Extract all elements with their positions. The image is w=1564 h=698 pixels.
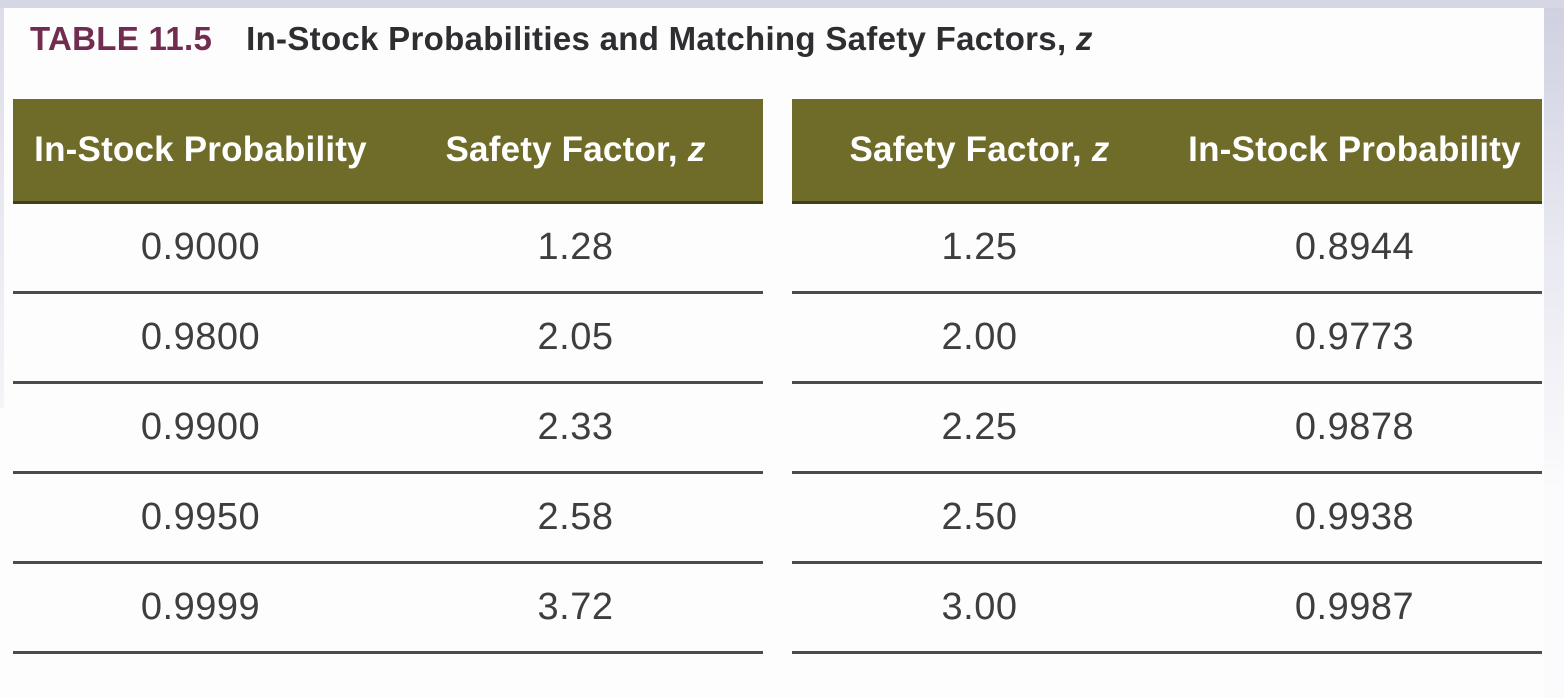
- left-header-in-stock-probability: In-Stock Probability: [13, 99, 388, 204]
- cell-in-stock-probability: 0.9800: [13, 292, 388, 384]
- table-caption: TABLE 11.5 In-Stock Probabilities and Mat…: [30, 20, 1093, 58]
- left-table-header-row: In-Stock Probability Safety Factor, z: [13, 99, 763, 204]
- header-z-symbol: z: [1091, 129, 1110, 169]
- cell-in-stock-probability: 0.9000: [13, 202, 388, 294]
- header-label: In-Stock Probability: [34, 129, 367, 169]
- header-label: In-Stock Probability: [1188, 129, 1521, 169]
- right-header-safety-factor: Safety Factor, z: [792, 99, 1167, 204]
- cell-safety-factor: 2.50: [792, 472, 1167, 564]
- table-row: 1.25 0.8944: [792, 202, 1542, 294]
- page-edge-top: [0, 0, 1564, 8]
- table-row: 2.25 0.9878: [792, 382, 1542, 474]
- table-row: 2.50 0.9938: [792, 472, 1542, 564]
- cell-in-stock-probability: 0.9773: [1167, 292, 1542, 384]
- left-table: In-Stock Probability Safety Factor, z 0.…: [13, 99, 763, 654]
- cell-safety-factor: 3.72: [388, 562, 763, 654]
- table-row: 0.9000 1.28: [13, 202, 763, 294]
- right-table: Safety Factor, z In-Stock Probability 1.…: [792, 99, 1542, 654]
- table-row: 0.9900 2.33: [13, 382, 763, 474]
- cell-in-stock-probability: 0.9987: [1167, 562, 1542, 654]
- cell-safety-factor: 1.28: [388, 202, 763, 294]
- cell-safety-factor: 2.05: [388, 292, 763, 384]
- left-header-safety-factor: Safety Factor, z: [388, 99, 763, 204]
- table-row: 2.00 0.9773: [792, 292, 1542, 384]
- right-table-header-row: Safety Factor, z In-Stock Probability: [792, 99, 1542, 204]
- cell-safety-factor: 3.00: [792, 562, 1167, 654]
- table-number-label: TABLE 11.5: [30, 20, 213, 57]
- cell-in-stock-probability: 0.9950: [13, 472, 388, 564]
- table-title-z-symbol: z: [1075, 20, 1093, 57]
- table-title-text: In-Stock Probabilities and Matching Safe…: [246, 20, 1067, 57]
- cell-in-stock-probability: 0.9878: [1167, 382, 1542, 474]
- cell-safety-factor: 2.58: [388, 472, 763, 564]
- header-label: Safety Factor,: [445, 129, 678, 169]
- header-label: Safety Factor,: [849, 129, 1082, 169]
- header-z-symbol: z: [687, 129, 706, 169]
- table-row: 0.9950 2.58: [13, 472, 763, 564]
- cell-safety-factor: 2.33: [388, 382, 763, 474]
- cell-in-stock-probability: 0.8944: [1167, 202, 1542, 294]
- cell-in-stock-probability: 0.9938: [1167, 472, 1542, 564]
- page-edge-left: [0, 8, 4, 408]
- cell-safety-factor: 1.25: [792, 202, 1167, 294]
- cell-safety-factor: 2.00: [792, 292, 1167, 384]
- cell-in-stock-probability: 0.9999: [13, 562, 388, 654]
- cell-in-stock-probability: 0.9900: [13, 382, 388, 474]
- table-row: 0.9800 2.05: [13, 292, 763, 384]
- table-row: 3.00 0.9987: [792, 562, 1542, 654]
- page-edge-right: [1544, 8, 1564, 698]
- tables-container: In-Stock Probability Safety Factor, z 0.…: [13, 99, 1542, 654]
- right-header-in-stock-probability: In-Stock Probability: [1167, 99, 1542, 204]
- table-title: In-Stock Probabilities and Matching Safe…: [246, 20, 1093, 57]
- cell-safety-factor: 2.25: [792, 382, 1167, 474]
- table-row: 0.9999 3.72: [13, 562, 763, 654]
